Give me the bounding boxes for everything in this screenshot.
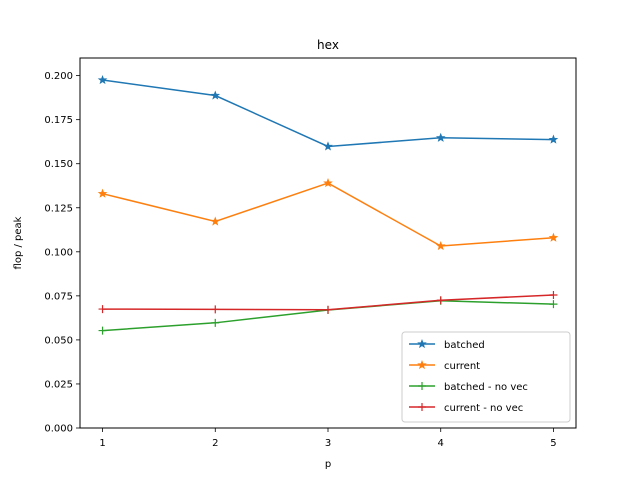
data-point <box>97 188 108 198</box>
x-tick-label: 4 <box>438 438 444 449</box>
y-tick-label: 0.025 <box>44 379 73 390</box>
legend-marker <box>417 338 427 349</box>
y-tick-label: 0.200 <box>44 71 73 82</box>
x-tick-label: 3 <box>325 438 331 449</box>
x-axis: 1 2 3 4 5 <box>99 428 557 449</box>
data-point <box>211 318 220 327</box>
legend-item: batched <box>409 338 485 351</box>
y-axis-label: flop / peak <box>13 216 24 269</box>
plot-area <box>97 74 559 335</box>
data-point <box>549 300 558 309</box>
legend-item: current - no vec <box>409 403 523 414</box>
series-1 <box>97 178 559 251</box>
data-point <box>549 290 558 299</box>
y-tick-label: 0.125 <box>44 203 73 214</box>
y-tick-label: 0.175 <box>44 115 73 126</box>
legend-item: current <box>409 359 480 372</box>
data-point <box>435 132 446 142</box>
data-point <box>97 74 108 85</box>
data-point <box>98 305 107 314</box>
legend-marker <box>418 403 426 411</box>
data-point <box>435 240 446 251</box>
x-tick-label: 5 <box>550 438 556 449</box>
legend-label: batched - no vec <box>444 382 528 393</box>
data-point <box>98 326 107 335</box>
series-line <box>102 182 554 247</box>
data-point <box>548 134 559 144</box>
series-line <box>102 79 554 148</box>
y-tick-label: 0.075 <box>44 291 73 302</box>
series-0 <box>97 74 559 151</box>
data-point <box>324 305 332 314</box>
chart-title: hex <box>317 38 339 52</box>
legend-label: current - no vec <box>444 403 523 414</box>
legend-marker <box>417 359 427 370</box>
legend-marker <box>418 382 426 390</box>
y-tick-label: 0.000 <box>44 424 73 435</box>
series-3 <box>98 290 558 314</box>
data-point <box>323 178 333 188</box>
legend-label: batched <box>444 340 485 351</box>
x-axis-label: p <box>325 459 331 470</box>
data-point <box>436 296 445 305</box>
x-tick-label: 2 <box>212 438 218 449</box>
data-point <box>210 216 221 226</box>
legend-box <box>401 331 571 423</box>
y-tick-label: 0.050 <box>44 335 73 346</box>
data-point <box>211 305 220 314</box>
legend-label: current <box>444 361 480 372</box>
data-point <box>210 90 221 100</box>
series-line <box>102 300 554 332</box>
legend-item: batched - no vec <box>409 382 528 393</box>
x-tick-label: 1 <box>99 438 105 449</box>
series-2 <box>98 296 558 335</box>
y-axis: 0.000 0.025 0.050 0.075 0.100 0.125 0.150 0.175… <box>44 71 80 435</box>
legend: batched current batched - no vec current - … <box>401 331 571 423</box>
y-tick-label: 0.150 <box>44 159 73 170</box>
y-tick-label: 0.100 <box>44 247 73 258</box>
data-point <box>323 141 333 151</box>
data-point <box>548 232 559 242</box>
